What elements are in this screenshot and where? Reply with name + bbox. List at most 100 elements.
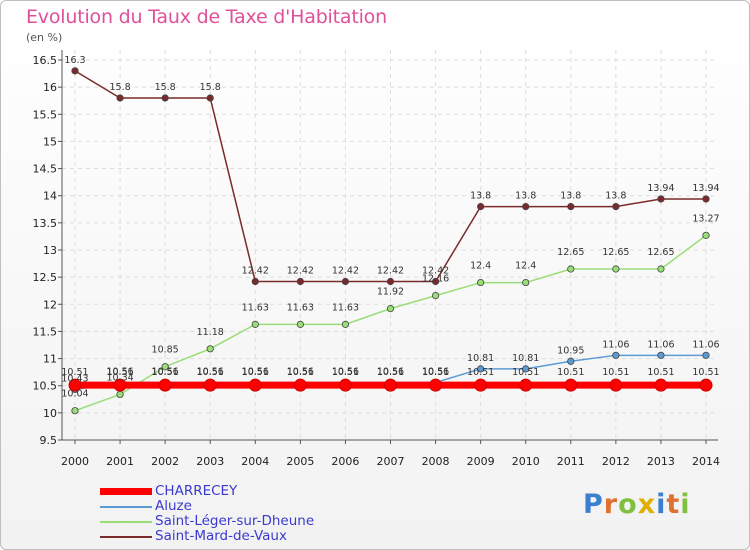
y-tick-label: 15.5 [33, 108, 58, 121]
data-point [429, 378, 443, 392]
data-point [206, 345, 214, 353]
data-label: 10.51 [422, 367, 449, 378]
data-point [71, 67, 79, 75]
data-point [384, 378, 397, 392]
data-label: 12.42 [287, 265, 314, 276]
y-tick-label: 12.5 [33, 271, 58, 284]
data-point [609, 378, 623, 392]
data-label: 12.42 [377, 265, 404, 276]
data-label: 10.51 [106, 367, 133, 378]
data-label: 13.8 [515, 191, 536, 202]
y-tick-label: 15 [43, 135, 57, 148]
data-label: 13.8 [605, 191, 626, 202]
data-label: 10.51 [692, 367, 719, 378]
x-tick-label: 2013 [647, 455, 675, 468]
data-point [567, 357, 575, 365]
data-point [657, 351, 665, 359]
y-tick-label: 16.5 [33, 54, 58, 67]
data-label: 12.42 [332, 265, 359, 276]
data-label: 12.4 [470, 261, 491, 272]
data-label: 13.94 [692, 183, 719, 194]
data-label: 10.56 [197, 366, 224, 377]
x-tick-label: 2014 [692, 455, 720, 468]
data-label: 10.56 [377, 366, 404, 377]
data-label: 10.95 [557, 345, 584, 356]
data-point [341, 277, 350, 286]
data-label: 13.94 [647, 183, 674, 194]
data-point [522, 278, 530, 287]
data-label: 11.63 [242, 302, 269, 313]
data-label: 12.4 [515, 261, 536, 272]
legend-swatch [100, 488, 152, 495]
legend-label: CHARRECEY [155, 483, 238, 499]
legend-label: Saint-Léger-sur-Dheune [155, 513, 315, 529]
data-point [564, 378, 578, 392]
data-label: 10.81 [467, 353, 494, 364]
data-label: 10.51 [152, 367, 179, 378]
proxiti-logo: Proxiti [583, 489, 691, 520]
data-label: 10.51 [647, 367, 674, 378]
data-label: 12.65 [602, 247, 629, 258]
data-label: 10.04 [61, 389, 88, 400]
data-point [431, 277, 440, 286]
y-tick-label: 13 [43, 244, 57, 257]
data-point [386, 277, 395, 286]
x-tick-label: 2000 [61, 455, 89, 468]
data-point [338, 378, 352, 392]
data-point [477, 365, 485, 373]
data-label: 11.18 [197, 327, 224, 338]
data-label: 10.51 [197, 367, 224, 378]
data-point [251, 320, 259, 328]
x-tick-label: 2011 [557, 455, 585, 468]
data-label: 15.8 [109, 82, 130, 93]
data-point [206, 94, 214, 102]
data-label: 10.56 [287, 366, 314, 377]
data-point [612, 351, 620, 359]
data-label: 10.81 [512, 353, 539, 364]
data-label: 12.16 [422, 274, 449, 285]
data-point [657, 195, 665, 203]
data-point [522, 202, 530, 211]
data-label: 12.42 [422, 265, 449, 276]
data-label: 10.43 [61, 374, 88, 385]
data-label: 10.34 [106, 372, 133, 383]
data-label: 10.51 [61, 367, 88, 378]
data-point [567, 265, 575, 273]
data-point [612, 265, 620, 273]
data-point [293, 378, 307, 392]
data-label: 10.51 [377, 367, 404, 378]
chart-title: Evolution du Taux de Taxe d'Habitation [26, 6, 387, 28]
data-point [657, 265, 665, 273]
data-point [519, 378, 533, 392]
y-tick-label: 9.5 [40, 434, 58, 447]
data-label: 10.56 [332, 366, 359, 377]
unit-label: (en %) [26, 31, 63, 44]
data-point [654, 378, 668, 392]
data-point [113, 378, 127, 392]
x-tick-label: 2010 [512, 455, 540, 468]
data-label: 12.65 [647, 247, 674, 258]
x-tick-label: 2006 [331, 455, 359, 468]
data-point [567, 202, 575, 211]
data-label: 13.8 [560, 191, 581, 202]
data-point [699, 378, 713, 392]
data-point [158, 378, 172, 392]
data-point [71, 407, 79, 415]
y-tick-label: 10 [43, 407, 57, 420]
data-point [296, 320, 304, 328]
data-point [386, 305, 395, 313]
y-tick-label: 13.5 [33, 217, 58, 230]
legend-swatch [100, 506, 152, 508]
data-point [116, 94, 124, 102]
data-point [612, 202, 620, 211]
y-tick-label: 12 [43, 298, 57, 311]
data-label: 10.51 [467, 367, 494, 378]
x-tick-label: 2008 [422, 455, 450, 468]
x-tick-label: 2009 [467, 455, 495, 468]
data-point [702, 231, 710, 239]
data-label: 10.56 [106, 366, 133, 377]
data-label: 10.51 [287, 367, 314, 378]
data-label: 11.92 [377, 287, 404, 298]
data-label: 15.8 [200, 82, 221, 93]
